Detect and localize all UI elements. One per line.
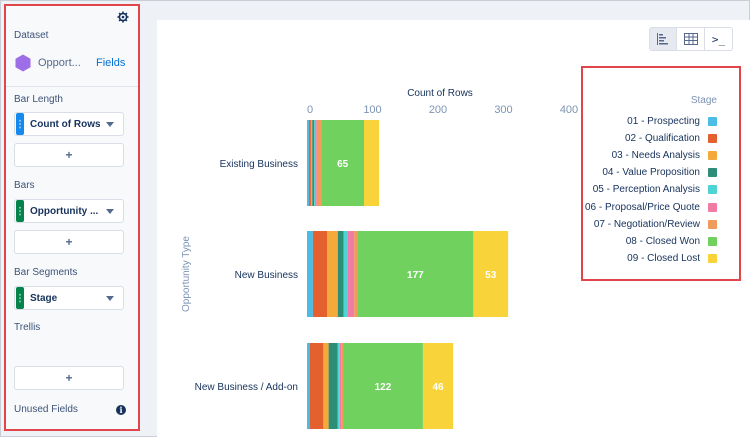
dataset-selector: Opport... Fields [14, 52, 134, 74]
bar-length-field[interactable]: Count of Rows [14, 112, 124, 136]
legend-item[interactable]: 03 - Needs Analysis [612, 149, 717, 161]
bar-segments-label: Bar Segments [14, 267, 78, 278]
legend-swatch [708, 116, 717, 126]
gear-icon[interactable] [117, 11, 129, 23]
view-toolbar: >_ [649, 27, 733, 51]
legend-item[interactable]: 06 - Proposal/Price Quote [585, 201, 717, 213]
chevron-down-icon[interactable] [106, 208, 114, 214]
legend-item-label: 06 - Proposal/Price Quote [584, 201, 700, 213]
bars-label: Bars [14, 180, 35, 191]
bar-length-field-label: Count of Rows [30, 118, 100, 130]
legend-swatch [708, 254, 717, 264]
legend-item[interactable]: 04 - Value Proposition [602, 167, 717, 179]
chart-config-panel: Dataset Opport... Fields Bar Length Coun… [4, 4, 140, 431]
legend-swatch [708, 219, 717, 229]
legend-item-label: 07 - Negotiation/Review [593, 218, 700, 230]
legend-title: Stage [690, 95, 717, 106]
legend-item[interactable]: 08 - Closed Won [626, 235, 717, 247]
legend-item-label: 02 - Qualification [624, 132, 700, 144]
legend-item[interactable]: 02 - Qualification [625, 132, 717, 144]
query-console-button[interactable]: >_ [705, 27, 733, 51]
legend-swatch [708, 185, 717, 195]
chevron-down-icon[interactable] [106, 295, 114, 301]
bar-length-label: Bar Length [14, 94, 63, 105]
bar-chart-icon [657, 33, 668, 45]
legend-item-label: 08 - Closed Won [625, 235, 700, 247]
legend-item-label: 01 - Prospecting [627, 115, 700, 127]
dataset-label: Dataset [14, 30, 49, 41]
query-console-icon: >_ [711, 32, 726, 46]
fields-link[interactable]: Fields [96, 57, 126, 69]
legend-item-label: 05 - Perception Analysis [592, 184, 700, 196]
bars-field[interactable]: Opportunity ... [14, 199, 124, 223]
legend-item-label: 09 - Closed Lost [627, 253, 700, 265]
legend-item[interactable]: 09 - Closed Lost [627, 253, 717, 265]
legend-swatch [708, 168, 717, 178]
add-bars-button[interactable]: + [14, 230, 124, 254]
panel-divider [6, 86, 138, 87]
add-bar-length-button[interactable]: + [14, 143, 124, 167]
legend-item[interactable]: 07 - Negotiation/Review [594, 218, 717, 230]
legend-swatch [708, 150, 717, 160]
chevron-down-icon[interactable] [106, 121, 114, 127]
legend-swatch [708, 202, 717, 212]
bar-chart-view-button[interactable] [649, 27, 677, 51]
bars-field-label: Opportunity ... [30, 205, 99, 217]
legend-item[interactable]: 05 - Perception Analysis [593, 184, 717, 196]
info-icon[interactable]: i [116, 405, 126, 415]
dataset-name[interactable]: Opport... [38, 57, 81, 69]
drag-handle-icon[interactable] [16, 287, 24, 309]
bar-segments-field-label: Stage [30, 292, 58, 304]
table-view-button[interactable] [677, 27, 705, 51]
drag-handle-icon[interactable] [16, 113, 24, 135]
bar-segments-field[interactable]: Stage [14, 286, 124, 310]
unused-fields-label: Unused Fields [14, 404, 78, 415]
add-trellis-button[interactable]: + [14, 366, 124, 390]
legend-item-label: 04 - Value Proposition [602, 167, 700, 179]
drag-handle-icon[interactable] [16, 200, 24, 222]
table-icon [683, 33, 698, 45]
legend-item[interactable]: 01 - Prospecting [627, 115, 717, 127]
legend-swatch [708, 133, 717, 143]
legend-item-label: 03 - Needs Analysis [611, 149, 700, 161]
chart-legend: Stage 01 - Prospecting 02 - Qualification… [581, 66, 741, 281]
legend-swatch [708, 236, 717, 246]
trellis-label: Trellis [14, 322, 41, 333]
dataset-icon [15, 54, 31, 72]
